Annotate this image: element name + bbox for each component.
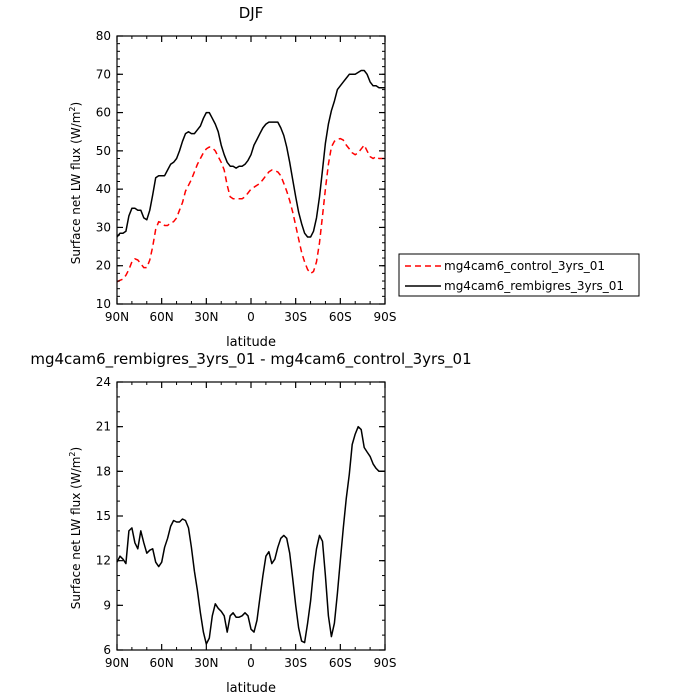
y-tick-label: 6 (103, 643, 111, 657)
x-tick-label: 90N (105, 656, 129, 670)
chart-title: mg4cam6_rembigres_3yrs_01 - mg4cam6_cont… (30, 350, 471, 369)
y-axis-label-superscript: 2 (68, 451, 77, 456)
chart-panel-djf: DJF 90N 60N 30N 0 30S 60S 90S1020304050607080 … (68, 4, 396, 350)
y-axis-label: Surface net LW flux (W/m2) (68, 447, 83, 609)
x-axis-label: latitude (226, 335, 276, 350)
chart-title: DJF (239, 4, 264, 22)
y-axis-label-main: Surface net LW flux (W/m (69, 112, 83, 265)
y-tick-label: 9 (103, 598, 111, 612)
series-line-mg4cam6-control-3yrs-01 (116, 137, 385, 283)
x-tick-label: 0 (247, 310, 255, 324)
y-tick-label: 20 (96, 259, 111, 273)
x-tick-label: 30N (194, 656, 218, 670)
y-axis-label-main: Surface net LW flux (W/m (69, 457, 83, 610)
x-tick-label: 90S (374, 310, 397, 324)
x-tick-label: 60S (329, 310, 352, 324)
y-tick-label: 15 (96, 509, 111, 523)
y-tick-label: 18 (96, 464, 111, 478)
x-tick-label: 60N (150, 310, 174, 324)
y-tick-label: 80 (96, 29, 111, 43)
x-tick-label: 30S (284, 310, 307, 324)
y-tick-label: 10 (96, 297, 111, 311)
legend: mg4cam6_control_3yrs_01 mg4cam6_rembigre… (398, 253, 640, 297)
x-tick-label: 30S (284, 656, 307, 670)
y-tick-label: 30 (96, 220, 111, 234)
y-tick-label: 50 (96, 144, 111, 158)
y-tick-label: 40 (96, 182, 111, 196)
legend-label-control: mg4cam6_control_3yrs_01 (444, 259, 605, 273)
y-tick-label: 70 (96, 67, 111, 81)
x-tick-label: 60N (150, 656, 174, 670)
y-tick-label: 24 (96, 375, 111, 389)
y-tick-label: 12 (96, 554, 111, 568)
legend-label-rembigres: mg4cam6_rembigres_3yrs_01 (444, 279, 624, 293)
y-axis-label-superscript: 2 (68, 106, 77, 111)
series-line-mg4cam6-rembigres-3yrs-01 (116, 69, 385, 238)
y-tick-label: 21 (96, 420, 111, 434)
y-axis-label: Surface net LW flux (W/m2) (68, 102, 83, 264)
plot-frame (116, 35, 386, 305)
x-tick-label: 60S (329, 656, 352, 670)
chart-panel-difference: mg4cam6_rembigres_3yrs_01 - mg4cam6_cont… (30, 350, 471, 696)
x-tick-label: 90N (105, 310, 129, 324)
y-axis-label-end: ) (69, 447, 83, 452)
legend-box (398, 253, 640, 297)
y-tick-label: 60 (96, 106, 111, 120)
x-tick-label: 0 (247, 656, 255, 670)
x-axis-label: latitude (226, 681, 276, 696)
series-line-difference (116, 425, 385, 645)
x-tick-label: 30N (194, 310, 218, 324)
x-tick-label: 90S (374, 656, 397, 670)
y-axis-label-end: ) (69, 102, 83, 107)
